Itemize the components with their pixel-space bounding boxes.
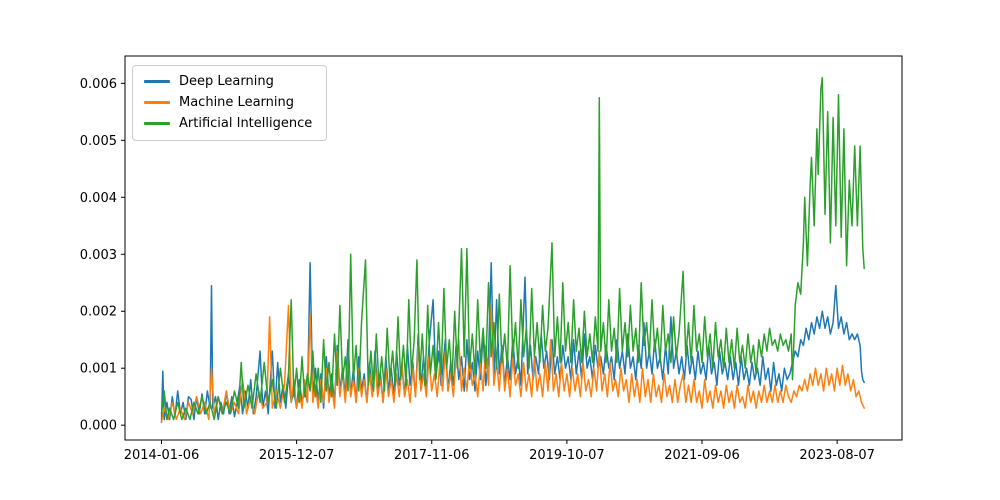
y-tick-label: 0.006: [80, 77, 117, 92]
legend-line-sample-machine-learning: [144, 101, 170, 104]
series-line-deep-learning: [160, 262, 865, 424]
plot-border: [124, 55, 903, 441]
y-tick-label: 0.003: [80, 248, 117, 263]
x-tick-label: 2021-09-06: [664, 448, 740, 463]
y-tick-label: 0.000: [80, 419, 117, 434]
series-line-artificial-intelligence: [160, 76, 865, 421]
legend: Deep Learning Machine Learning Artificia…: [132, 65, 327, 141]
legend-label-artificial-intelligence: Artificial Intelligence: [179, 116, 313, 131]
x-tick-label: 2015-12-07: [259, 448, 335, 463]
x-tick-label: 2019-10-07: [529, 448, 605, 463]
legend-item-machine-learning: Machine Learning: [144, 92, 315, 113]
legend-line-sample-artificial-intelligence: [144, 122, 170, 125]
y-tick-label: 0.004: [80, 191, 117, 206]
y-tick-label: 0.002: [80, 305, 117, 320]
legend-item-artificial-intelligence: Artificial Intelligence: [144, 113, 315, 134]
x-tick-label: 2023-08-07: [799, 448, 875, 463]
x-tick-label: 2017-11-06: [394, 448, 470, 463]
legend-line-sample-deep-learning: [144, 80, 170, 83]
y-tick-label: 0.005: [80, 134, 117, 149]
y-tick-label: 0.001: [80, 362, 117, 377]
legend-item-deep-learning: Deep Learning: [144, 71, 315, 92]
legend-label-deep-learning: Deep Learning: [179, 74, 274, 89]
x-tick-label: 2014-01-06: [124, 448, 200, 463]
series-line-machine-learning: [160, 304, 865, 424]
legend-label-machine-learning: Machine Learning: [179, 95, 294, 110]
